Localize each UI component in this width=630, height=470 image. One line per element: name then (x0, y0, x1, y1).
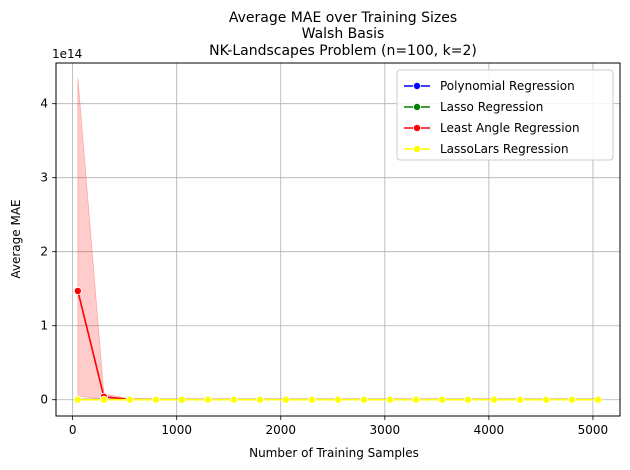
data-point (490, 395, 499, 404)
data-point (125, 395, 134, 404)
data-point (438, 395, 447, 404)
chart-title-line-3: NK-Landscapes Problem (n=100, k=2) (209, 43, 477, 59)
legend-swatch-marker (412, 144, 421, 153)
data-point (333, 395, 342, 404)
data-point (386, 395, 395, 404)
legend-entry-label: Polynomial Regression (440, 79, 575, 93)
data-point (255, 395, 264, 404)
legend: Polynomial Regression Lasso Regression Lea… (396, 69, 614, 161)
data-point (151, 395, 160, 404)
x-tick-label: 0 (69, 423, 77, 437)
data-point (594, 395, 603, 404)
x-tick-label: 2000 (265, 423, 296, 437)
legend-swatch-marker (412, 124, 421, 133)
data-point (73, 395, 82, 404)
data-point (412, 395, 421, 404)
data-point (177, 395, 186, 404)
data-point (542, 395, 551, 404)
legend-entry-label: LassoLars Regression (440, 142, 569, 156)
chart-title-line-1: Average MAE over Training Sizes (229, 10, 457, 26)
legend-entry-label: Lasso Regression (440, 100, 543, 114)
data-point (203, 395, 212, 404)
legend-box (396, 69, 614, 161)
x-axis-label: Number of Training Samples (249, 446, 419, 460)
data-point (464, 395, 473, 404)
data-point (568, 395, 577, 404)
x-tick-label: 4000 (474, 423, 505, 437)
y-tick-label: 1 (40, 319, 48, 333)
y-tick-label: 0 (40, 393, 48, 407)
data-point (99, 395, 108, 404)
legend-swatch-marker (412, 103, 421, 112)
y-tick-label: 4 (40, 97, 48, 111)
legend-swatch-marker (412, 82, 421, 91)
ticks: 0 1000 2000 3000 4000 5000 0 1 2 3 4 (40, 97, 608, 437)
data-point (229, 395, 238, 404)
data-point (73, 286, 82, 295)
chart-title-line-2: Walsh Basis (302, 26, 385, 42)
data-point (307, 395, 316, 404)
data-point (516, 395, 525, 404)
y-tick-label: 3 (40, 171, 48, 185)
series-group (73, 395, 603, 404)
data-point (360, 395, 369, 404)
y-tick-label: 2 (40, 245, 48, 259)
x-tick-label: 1000 (161, 423, 192, 437)
data-point (281, 395, 290, 404)
series (73, 286, 603, 404)
legend-entry-label: Least Angle Regression (440, 121, 580, 135)
x-tick-label: 5000 (578, 423, 609, 437)
x-tick-label: 3000 (370, 423, 401, 437)
y-offset-label: 1e14 (52, 47, 82, 61)
plot-frame (55, 62, 621, 417)
y-axis-label: Average MAE (9, 199, 23, 278)
